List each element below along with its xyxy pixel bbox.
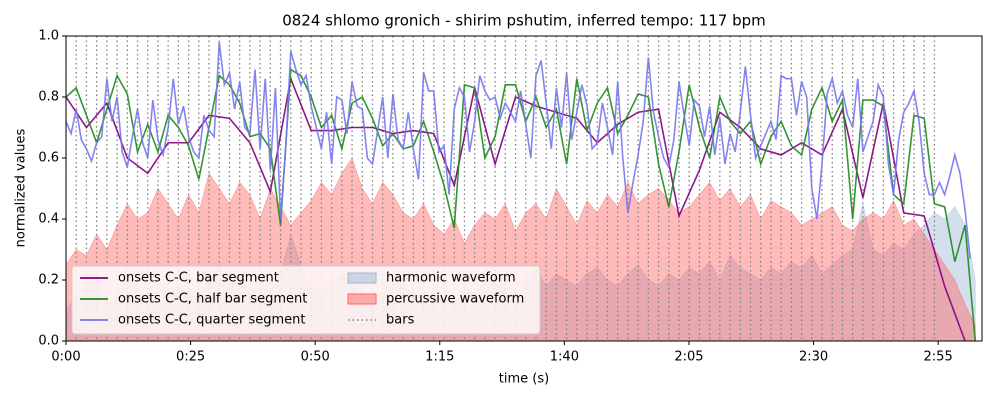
- legend-label: onsets C-C, quarter segment: [118, 313, 305, 328]
- legend-label: bars: [386, 313, 415, 328]
- axes-frame: [65, 35, 983, 342]
- legend-label: harmonic waveform: [386, 271, 516, 286]
- y-tick-label: 1.0: [38, 29, 59, 44]
- legend-swatch: [347, 293, 377, 305]
- chart-title: 0824 shlomo gronich - shirim pshutim, in…: [282, 12, 766, 30]
- y-tick-label: 0.4: [38, 212, 59, 227]
- legend-box: [71, 265, 541, 335]
- x-tick-label: 0:25: [176, 350, 205, 365]
- x-tick-label: 2:05: [674, 350, 703, 365]
- y-tick-label: 0.0: [38, 334, 59, 349]
- legend-swatch: [347, 272, 377, 284]
- legend-label: onsets C-C, half bar segment: [118, 292, 307, 307]
- y-tick-label: 0.2: [38, 273, 59, 288]
- y-tick-label: 0.8: [38, 90, 59, 105]
- x-tick-label: 2:30: [799, 350, 828, 365]
- x-tick-label: 2:55: [924, 350, 953, 365]
- x-tick-label: 0:00: [51, 350, 80, 365]
- series-line: [66, 42, 971, 259]
- x-axis-label: time (s): [499, 372, 549, 387]
- x-tick-label: 1:15: [425, 350, 454, 365]
- x-tick-label: 0:50: [301, 350, 330, 365]
- legend-label: onsets C-C, bar segment: [118, 271, 279, 286]
- y-axis-label: normalized values: [14, 128, 29, 247]
- legend-label: percussive waveform: [386, 292, 524, 307]
- legend: onsets C-C, bar segment onsets C-C, half …: [71, 265, 541, 335]
- y-tick-label: 0.6: [38, 151, 59, 166]
- x-tick-label: 1:40: [550, 350, 579, 365]
